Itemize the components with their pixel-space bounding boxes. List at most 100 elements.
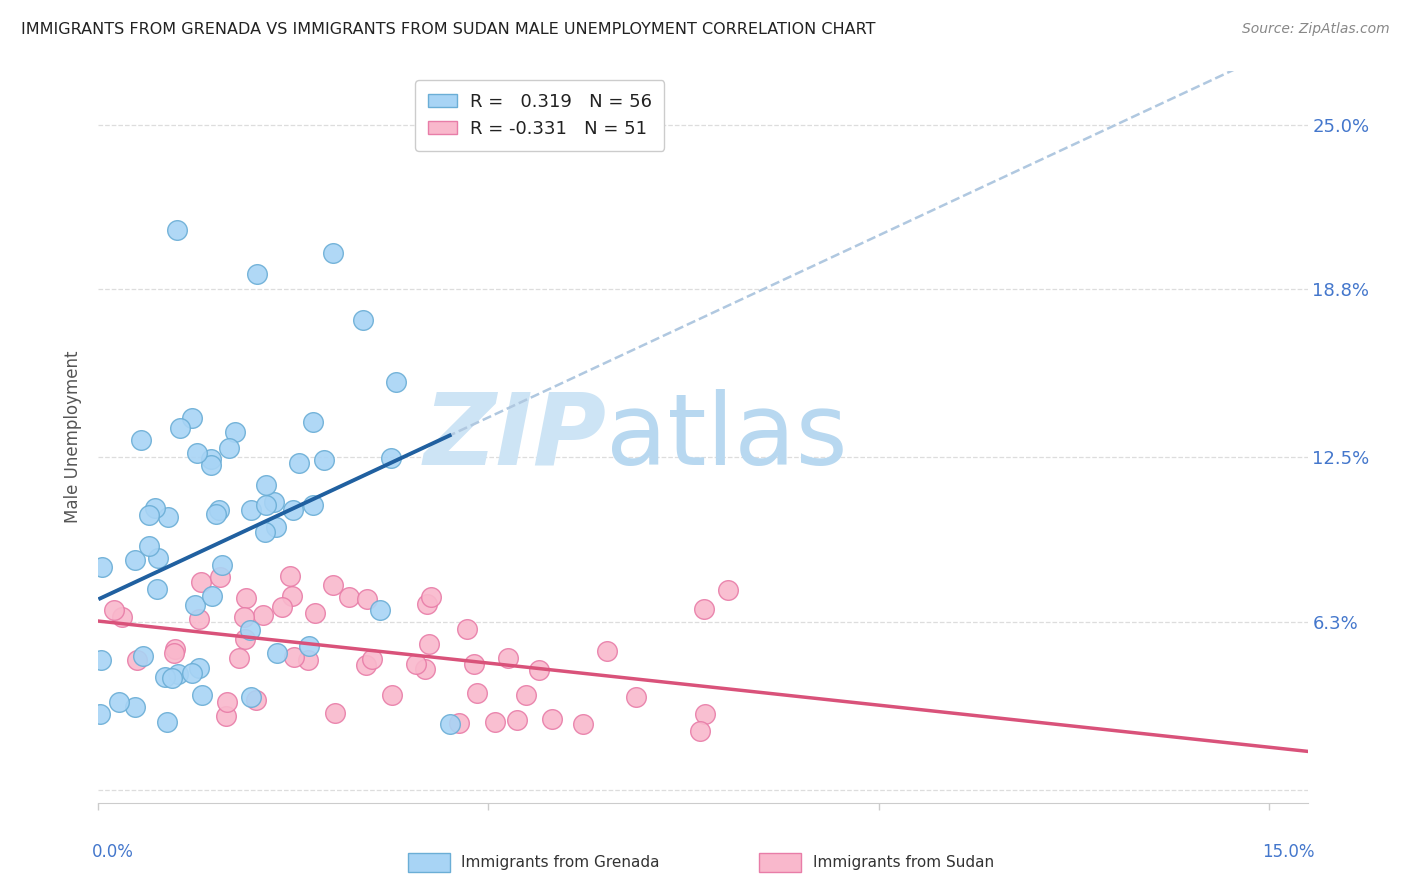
Point [254, 499, 277, 513]
Text: Immigrants from Sudan: Immigrants from Sudan [813, 855, 994, 870]
Point [190, 574, 212, 589]
Point [288, 456, 311, 470]
Point [127, 652, 149, 666]
Point [200, 452, 222, 467]
Point [281, 503, 304, 517]
Point [91, 560, 114, 574]
Point [209, 570, 232, 584]
Point [693, 706, 716, 721]
Point [156, 715, 179, 730]
Point [169, 420, 191, 434]
Point [322, 245, 344, 260]
Point [111, 609, 134, 624]
Point [354, 657, 377, 672]
Point [211, 558, 233, 573]
Point [541, 712, 564, 726]
Point [439, 717, 461, 731]
Text: ZIP: ZIP [423, 389, 606, 485]
Point [224, 425, 246, 440]
Point [201, 589, 224, 603]
Point [419, 591, 441, 605]
Point [301, 498, 323, 512]
Point [413, 662, 436, 676]
Point [228, 650, 250, 665]
Point [278, 569, 301, 583]
Point [298, 639, 321, 653]
Point [527, 663, 550, 677]
Point [157, 509, 180, 524]
Point [263, 495, 285, 509]
Point [385, 375, 408, 389]
Point [235, 591, 257, 606]
Text: Source: ZipAtlas.com: Source: ZipAtlas.com [1241, 22, 1389, 37]
Point [626, 690, 648, 705]
Point [463, 657, 485, 671]
Point [465, 686, 488, 700]
Point [89, 707, 111, 722]
Point [148, 550, 170, 565]
Point [304, 606, 326, 620]
Point [506, 713, 529, 727]
Point [596, 644, 619, 658]
Point [166, 223, 188, 237]
Point [418, 637, 440, 651]
Point [240, 503, 263, 517]
Point [191, 688, 214, 702]
Point [132, 649, 155, 664]
Text: Immigrants from Grenada: Immigrants from Grenada [461, 855, 659, 870]
Point [207, 503, 229, 517]
Point [380, 450, 402, 465]
Point [312, 452, 335, 467]
Point [217, 695, 239, 709]
Point [184, 598, 207, 612]
Point [90, 653, 112, 667]
Point [449, 716, 471, 731]
Point [232, 610, 254, 624]
Point [266, 646, 288, 660]
Text: atlas: atlas [606, 389, 848, 485]
Point [124, 699, 146, 714]
Point [153, 670, 176, 684]
Point [238, 623, 260, 637]
Point [180, 665, 202, 680]
Point [572, 717, 595, 731]
Point [323, 706, 346, 720]
Point [200, 458, 222, 472]
Point [246, 267, 269, 281]
Point [352, 313, 374, 327]
Point [188, 612, 211, 626]
Point [717, 582, 740, 597]
Point [218, 442, 240, 456]
Point [692, 602, 714, 616]
Point [484, 715, 506, 730]
Point [283, 650, 305, 665]
Point [233, 632, 256, 646]
Point [160, 671, 183, 685]
Text: 0.0%: 0.0% [91, 843, 134, 861]
Point [240, 690, 263, 704]
Point [215, 709, 238, 723]
Point [322, 578, 344, 592]
Point [515, 688, 537, 702]
Legend: R =   0.319   N = 56, R = -0.331   N = 51: R = 0.319 N = 56, R = -0.331 N = 51 [415, 80, 664, 151]
Point [281, 589, 304, 603]
Point [496, 651, 519, 665]
Text: IMMIGRANTS FROM GRENADA VS IMMIGRANTS FROM SUDAN MALE UNEMPLOYMENT CORRELATION C: IMMIGRANTS FROM GRENADA VS IMMIGRANTS FR… [21, 22, 876, 37]
Point [138, 508, 160, 522]
Point [163, 646, 186, 660]
Point [456, 623, 478, 637]
Point [254, 478, 277, 492]
Point [124, 552, 146, 566]
Point [253, 524, 276, 539]
Point [264, 520, 287, 534]
Point [145, 582, 167, 596]
Point [145, 501, 167, 516]
Point [356, 592, 378, 607]
Y-axis label: Male Unemployment: Male Unemployment [63, 351, 82, 524]
Point [205, 508, 228, 522]
Point [361, 652, 384, 666]
Text: 15.0%: 15.0% [1263, 843, 1315, 861]
Point [129, 433, 152, 447]
Point [337, 590, 360, 604]
Point [138, 539, 160, 553]
